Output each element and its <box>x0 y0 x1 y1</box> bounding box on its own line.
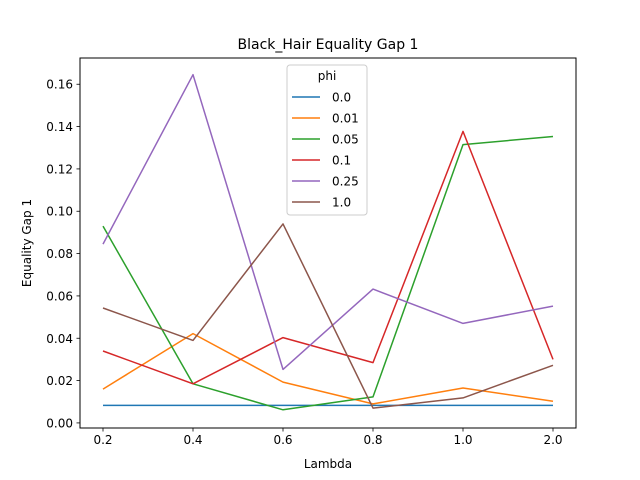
y-axis-label: Equality Gap 1 <box>20 199 34 287</box>
legend-label: 0.1 <box>332 154 351 168</box>
y-tick-label: 0.02 <box>46 374 73 388</box>
legend: phi 0.0 0.01 0.05 0.1 0.25 1.0 <box>286 64 368 216</box>
plot-lines <box>102 73 554 411</box>
plot-frame <box>79 57 577 429</box>
x-tick-label: 0.2 <box>93 433 112 447</box>
y-tick-label: 0.16 <box>46 78 73 92</box>
y-tick-label: 0.00 <box>46 416 73 430</box>
x-tick-label: 2.0 <box>543 433 562 447</box>
legend-label: 0.01 <box>332 112 359 126</box>
legend-label: 0.05 <box>332 133 359 147</box>
series-line-0-05 <box>102 135 554 411</box>
y-tick-label: 0.08 <box>46 247 73 261</box>
chart-title: Black_Hair Equality Gap 1 <box>238 37 419 53</box>
x-tick-label: 1.0 <box>453 433 472 447</box>
y-tick-label: 0.06 <box>46 289 73 303</box>
legend-label: 0.25 <box>332 175 359 189</box>
x-axis-label: Lambda <box>304 457 352 471</box>
x-tick-label: 0.4 <box>183 433 202 447</box>
y-axis: 0.00 0.02 0.04 0.06 0.08 0.10 0.12 0.14 0.16 <box>46 78 80 430</box>
x-tick-label: 0.8 <box>363 433 382 447</box>
legend-entries: 0.0 0.01 0.05 0.1 0.25 1.0 <box>292 91 359 210</box>
y-tick-label: 0.04 <box>46 332 73 346</box>
y-tick-label: 0.14 <box>46 120 73 134</box>
x-axis: 0.2 0.4 0.6 0.8 1.0 2.0 <box>93 428 563 447</box>
legend-box <box>286 64 368 216</box>
y-tick-label: 0.12 <box>46 162 73 176</box>
legend-label: 0.0 <box>332 91 351 105</box>
legend-title: phi <box>318 69 337 83</box>
y-tick-label: 0.10 <box>46 205 73 219</box>
series-line-1-0 <box>102 223 554 409</box>
series-line-0-01 <box>102 332 554 405</box>
x-tick-label: 0.6 <box>273 433 292 447</box>
legend-label: 1.0 <box>332 196 351 210</box>
series-line-0-25 <box>102 73 554 371</box>
series-line-0-1 <box>102 130 554 385</box>
